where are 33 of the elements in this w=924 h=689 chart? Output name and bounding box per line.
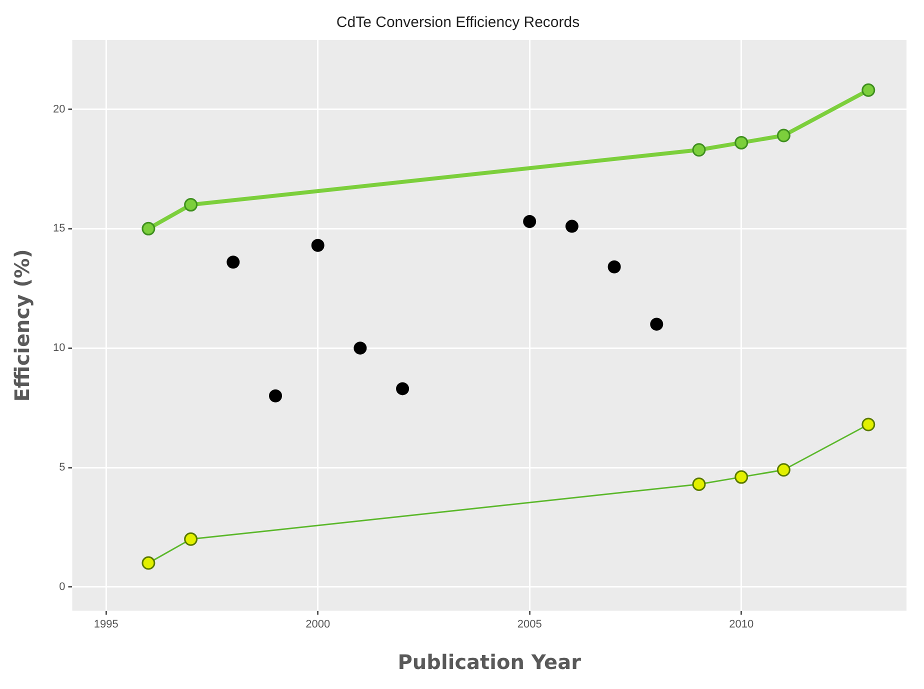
y-axis-title: Efficiency (%) — [10, 249, 34, 402]
y-tick-label: 0 — [59, 580, 66, 593]
point — [776, 463, 790, 477]
point — [862, 418, 876, 432]
x-axis-title: Publication Year — [398, 650, 582, 674]
point — [692, 143, 706, 157]
point — [734, 136, 748, 150]
x-tick-label: 2000 — [306, 618, 330, 630]
point — [142, 222, 156, 236]
point — [608, 260, 621, 274]
y-tick-label: 5 — [59, 462, 66, 474]
y-tick-label: 15 — [52, 222, 66, 235]
x-tick-label: 1995 — [94, 618, 118, 630]
y-tick-label: 10 — [52, 342, 66, 354]
point — [226, 256, 240, 269]
point — [269, 389, 282, 402]
point — [142, 556, 156, 570]
point — [523, 215, 536, 228]
point — [396, 382, 410, 396]
point — [734, 470, 748, 484]
point — [184, 198, 198, 212]
point — [862, 83, 876, 97]
x-tick-label: 2005 — [517, 618, 542, 630]
y-tick-label: 20 — [52, 103, 66, 116]
point — [650, 318, 664, 331]
point — [565, 220, 578, 233]
point — [184, 532, 198, 546]
point — [776, 128, 790, 142]
chart-title: CdTe Conversion Efficiency Records — [336, 14, 580, 32]
point — [692, 477, 706, 491]
point — [354, 342, 367, 355]
x-tick-label: 2010 — [729, 618, 754, 630]
point — [311, 238, 324, 252]
